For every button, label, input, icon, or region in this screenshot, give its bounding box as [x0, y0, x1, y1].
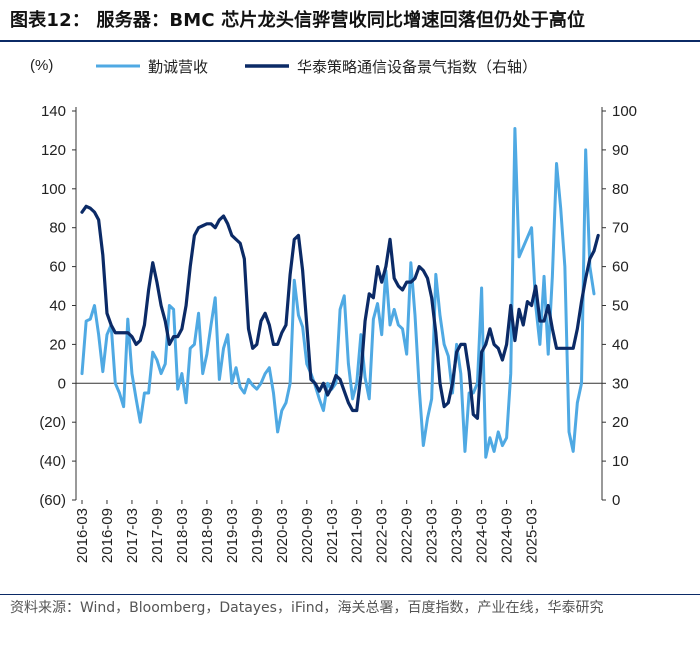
right-tick-label: 60 — [612, 259, 629, 276]
series-line-index — [80, 204, 600, 420]
left-tick-label: 120 — [41, 142, 66, 159]
left-tick-label: 20 — [49, 336, 66, 353]
x-tick-label: 2024-03 — [474, 508, 491, 563]
right-tick-label: 90 — [612, 142, 629, 159]
left-tick-label: 0 — [58, 375, 66, 392]
x-tick-label: 2025-03 — [524, 508, 541, 563]
x-tick-label: 2021-03 — [324, 508, 341, 563]
x-tick-label: 2024-09 — [499, 508, 516, 563]
left-tick-label: 80 — [49, 220, 66, 237]
left-tick-label: 40 — [49, 298, 66, 315]
x-tick-label: 2016-03 — [74, 508, 91, 563]
title-divider — [0, 40, 700, 42]
x-tick-label: 2018-03 — [174, 508, 191, 563]
left-unit-label: (%) — [30, 57, 53, 74]
legend-label-index: 华泰策略通信设备景气指数（右轴） — [297, 58, 537, 76]
x-tick-label: 2020-09 — [299, 508, 316, 563]
x-tick-label: 2018-09 — [199, 508, 216, 563]
right-tick-label: 80 — [612, 181, 629, 198]
right-tick-label: 0 — [612, 492, 620, 509]
left-tick-label: 60 — [49, 259, 66, 276]
x-tick-label: 2016-09 — [99, 508, 116, 563]
figure-title: 图表12： 服务器：BMC 芯片龙头信骅营收同比增速回落但仍处于高位 — [10, 10, 586, 31]
x-tick-label: 2021-09 — [349, 508, 366, 563]
right-tick-label: 20 — [612, 414, 629, 431]
right-tick-label: 10 — [612, 453, 629, 470]
legend-label-revenue: 勤诚营收 — [148, 58, 208, 76]
x-tick-label: 2017-09 — [149, 508, 166, 563]
x-tick-label: 2020-03 — [274, 508, 291, 563]
x-tick-label: 2022-09 — [399, 508, 416, 563]
right-tick-label: 40 — [612, 336, 629, 353]
x-tick-label: 2019-03 — [224, 508, 241, 563]
x-tick-label: 2022-03 — [374, 508, 391, 563]
dual-axis-line-chart: 140120100806040200(20)(40)(60)1009080706… — [30, 57, 637, 563]
left-tick-label: 140 — [41, 103, 66, 120]
left-tick-label: (20) — [39, 414, 66, 431]
right-tick-label: 70 — [612, 220, 629, 237]
x-tick-label: 2019-09 — [249, 508, 266, 563]
right-tick-label: 50 — [612, 298, 629, 315]
right-tick-label: 30 — [612, 375, 629, 392]
x-tick-label: 2023-09 — [449, 508, 466, 563]
source-note: 资料来源：Wind，Bloomberg，Datayes，iFind，海关总署，百… — [10, 600, 604, 616]
left-tick-label: (60) — [39, 492, 66, 509]
footer-divider — [0, 594, 700, 595]
x-tick-label: 2023-03 — [424, 508, 441, 563]
right-tick-label: 100 — [612, 103, 637, 120]
left-tick-label: (40) — [39, 453, 66, 470]
left-tick-label: 100 — [41, 181, 66, 198]
x-tick-label: 2017-03 — [124, 508, 141, 563]
